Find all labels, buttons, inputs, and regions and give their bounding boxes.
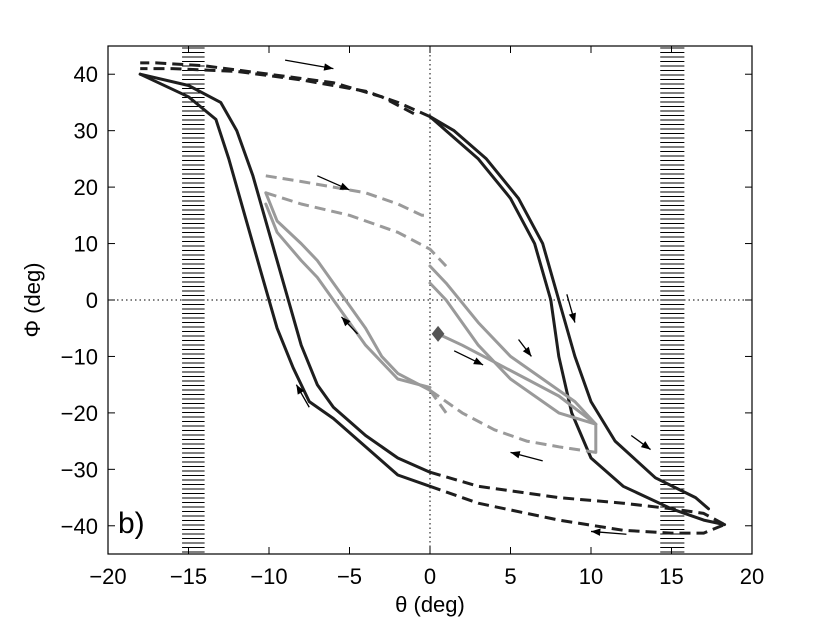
x-tick-label: 10: [579, 564, 603, 589]
series-outer-loop-dashed-top-b: [140, 61, 415, 116]
arrow-head-7: [591, 528, 601, 536]
y-axis-label: Φ (deg): [20, 262, 45, 337]
y-tick-label: 10: [74, 232, 98, 257]
y-tick-labels: 40 30 20 10 0 −10 −20 −30 −40: [61, 62, 98, 539]
series-inner-start-trace: [436, 332, 598, 426]
series-inner-loop-dashed-bottom-b: [428, 389, 448, 414]
arrow-head-9: [296, 384, 305, 395]
data-series: [138, 61, 727, 535]
y-tick-label: 20: [74, 175, 98, 200]
y-tick-label: −30: [61, 457, 98, 482]
arrow-head-6: [510, 451, 521, 459]
y-tick-label: −10: [61, 344, 98, 369]
x-tick-label: 0: [424, 564, 436, 589]
y-tick-label: −40: [61, 514, 98, 539]
zero-reference-lines: [108, 46, 752, 554]
y-tick-label: 0: [86, 288, 98, 313]
arrow-head-4: [473, 357, 484, 365]
arrow-head-2: [568, 312, 576, 323]
arrow-head-8: [341, 316, 351, 327]
series-inner-loop-dashed-top-b: [265, 191, 448, 268]
x-axis-label: θ (deg): [395, 592, 465, 617]
arrow-head-0: [323, 63, 334, 71]
y-tick-label: 40: [74, 62, 98, 87]
x-tick-label: −20: [89, 564, 126, 589]
direction-arrows: [284, 59, 651, 536]
x-tick-label: −15: [170, 564, 207, 589]
series-outer-loop-dashed-bottom-a: [429, 470, 726, 526]
series-outer-loop-dashed-top-a: [140, 67, 431, 118]
arrow-head-5: [640, 441, 651, 450]
series-outer-loop-solid-a: [138, 72, 432, 474]
series-inner-loop-dashed-bottom-a: [429, 389, 597, 454]
axis-ticks: [107, 46, 753, 554]
x-tick-label: 20: [740, 564, 764, 589]
arrow-head-1: [339, 182, 350, 190]
series-inner-loop-dashed-top-a: [265, 174, 430, 217]
y-tick-label: −20: [61, 401, 98, 426]
series-inner-loop-solid-b: [264, 202, 432, 389]
x-tick-labels: −20 −15 −10 −5 0 5 10 15 20: [89, 564, 764, 589]
x-tick-label: 5: [504, 564, 516, 589]
start-marker: [431, 325, 445, 342]
x-tick-label: 15: [659, 564, 683, 589]
x-tick-label: −5: [337, 564, 362, 589]
series-outer-loop-dashed-bottom-b: [429, 484, 726, 535]
series-outer-loop-solid-d: [428, 115, 710, 511]
arrow-head-3: [522, 346, 532, 357]
x-tick-label: −10: [250, 564, 287, 589]
series-outer-loop-solid-b: [138, 72, 432, 488]
start-marker-group: [431, 325, 445, 342]
y-tick-label: 30: [74, 119, 98, 144]
series-inner-loop-solid-d: [428, 264, 598, 426]
series-outer-loop-solid-c: [428, 115, 727, 527]
panel-label: b): [118, 507, 145, 540]
series-inner-loop-solid-a: [264, 191, 432, 392]
